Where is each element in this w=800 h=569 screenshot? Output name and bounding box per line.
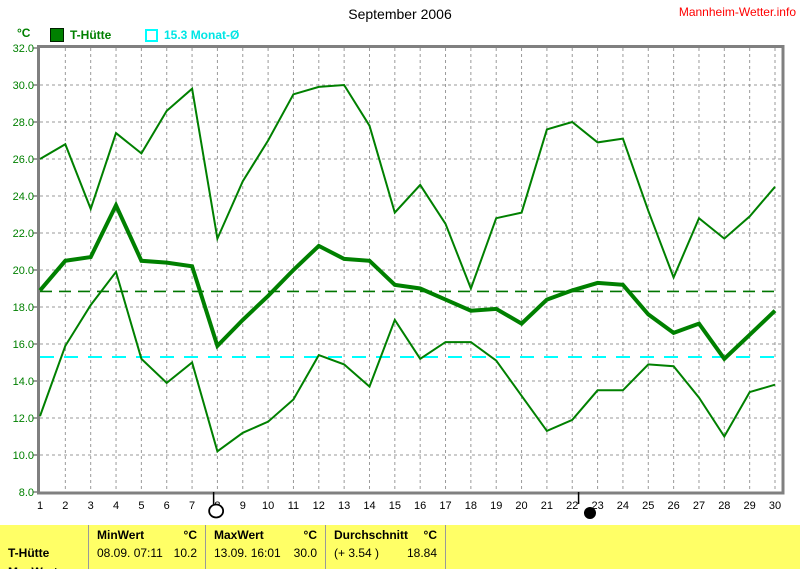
legend-item-t-huette: T-Hütte bbox=[50, 28, 111, 42]
svg-text:30.0: 30.0 bbox=[13, 80, 34, 92]
site-link[interactable]: Mannheim-Wetter.info bbox=[678, 5, 796, 19]
svg-text:23: 23 bbox=[591, 500, 603, 512]
svg-text:16.0: 16.0 bbox=[13, 339, 34, 351]
svg-text:17: 17 bbox=[439, 500, 451, 512]
svg-text:10: 10 bbox=[262, 500, 274, 512]
clipped-row-text: MaxWert bbox=[8, 565, 58, 569]
legend-item-monat-avg: 15.3 Monat-Ø bbox=[145, 28, 239, 42]
svg-text:5: 5 bbox=[138, 500, 144, 512]
max-header: MaxWert bbox=[214, 528, 264, 542]
svg-text:25: 25 bbox=[642, 500, 654, 512]
summary-col-min: MinWert °C 08.09. 07:11 10.2 bbox=[88, 525, 205, 569]
cyan-outline-square-icon bbox=[145, 28, 158, 42]
svg-text:7: 7 bbox=[189, 500, 195, 512]
svg-text:24.0: 24.0 bbox=[13, 191, 34, 203]
svg-text:24: 24 bbox=[617, 500, 629, 512]
y-axis-unit-label: °C bbox=[17, 26, 31, 40]
min-datetime: 08.09. 07:11 bbox=[97, 546, 163, 560]
svg-text:2: 2 bbox=[62, 500, 68, 512]
table-header-cell bbox=[0, 525, 88, 543]
svg-text:28: 28 bbox=[718, 500, 730, 512]
svg-text:21: 21 bbox=[541, 500, 553, 512]
svg-text:16: 16 bbox=[414, 500, 426, 512]
summary-col-max: MaxWert °C 13.09. 16:01 30.0 bbox=[205, 525, 325, 569]
svg-text:14.0: 14.0 bbox=[13, 376, 34, 388]
svg-text:19: 19 bbox=[490, 500, 502, 512]
legend-label: 15.3 Monat-Ø bbox=[164, 28, 240, 42]
svg-text:11: 11 bbox=[288, 500, 299, 512]
avg-value: 18.84 bbox=[406, 546, 437, 560]
clipped-row-label: MaxWert bbox=[0, 563, 88, 569]
legend-label: T-Hütte bbox=[70, 28, 112, 42]
svg-text:13: 13 bbox=[338, 500, 350, 512]
series-name-cell: T-Hütte bbox=[0, 543, 88, 563]
svg-text:26.0: 26.0 bbox=[13, 154, 34, 166]
svg-text:20: 20 bbox=[515, 500, 527, 512]
svg-text:10.0: 10.0 bbox=[13, 450, 34, 462]
svg-text:8.0: 8.0 bbox=[19, 487, 34, 499]
svg-text:18: 18 bbox=[465, 500, 477, 512]
svg-text:9: 9 bbox=[240, 500, 246, 512]
min-value: 10.2 bbox=[173, 546, 197, 560]
avg-header: Durchschnitt bbox=[334, 528, 409, 542]
svg-text:28.0: 28.0 bbox=[13, 117, 34, 129]
green-square-icon bbox=[50, 28, 64, 42]
svg-text:4: 4 bbox=[113, 500, 119, 512]
summary-col-empty bbox=[445, 525, 800, 569]
svg-text:3: 3 bbox=[88, 500, 94, 512]
svg-text:18.0: 18.0 bbox=[13, 302, 34, 314]
temperature-chart: 32.030.028.026.024.022.020.018.016.014.0… bbox=[13, 43, 785, 519]
svg-text:1: 1 bbox=[37, 500, 43, 512]
svg-text:14: 14 bbox=[363, 500, 375, 512]
svg-text:30: 30 bbox=[769, 500, 781, 512]
svg-text:12.0: 12.0 bbox=[13, 413, 34, 425]
max-datetime: 13.09. 16:01 bbox=[214, 546, 281, 560]
summary-col-avg: Durchschnitt °C (+ 3.54 ) 18.84 bbox=[325, 525, 445, 569]
chart-title: September 2006 bbox=[348, 6, 452, 22]
min-unit: °C bbox=[183, 528, 197, 542]
svg-text:12: 12 bbox=[313, 500, 325, 512]
svg-text:29: 29 bbox=[744, 500, 756, 512]
svg-text:15: 15 bbox=[389, 500, 401, 512]
max-value: 30.0 bbox=[293, 546, 317, 560]
summary-table: T-Hütte MaxWert MinWert °C 08.09. 07:11 … bbox=[0, 525, 800, 569]
svg-text:22.0: 22.0 bbox=[13, 228, 34, 240]
svg-text:32.0: 32.0 bbox=[13, 43, 34, 55]
avg-deviation: (+ 3.54 ) bbox=[334, 546, 380, 560]
min-header: MinWert bbox=[97, 528, 145, 542]
svg-text:6: 6 bbox=[164, 500, 170, 512]
max-unit: °C bbox=[303, 528, 317, 542]
svg-text:20.0: 20.0 bbox=[13, 265, 34, 277]
svg-text:26: 26 bbox=[668, 500, 680, 512]
series-name: T-Hütte bbox=[8, 546, 50, 560]
svg-text:27: 27 bbox=[693, 500, 705, 512]
svg-text:22: 22 bbox=[566, 500, 578, 512]
summary-col-series: T-Hütte MaxWert bbox=[0, 525, 88, 569]
avg-unit: °C bbox=[423, 528, 437, 542]
